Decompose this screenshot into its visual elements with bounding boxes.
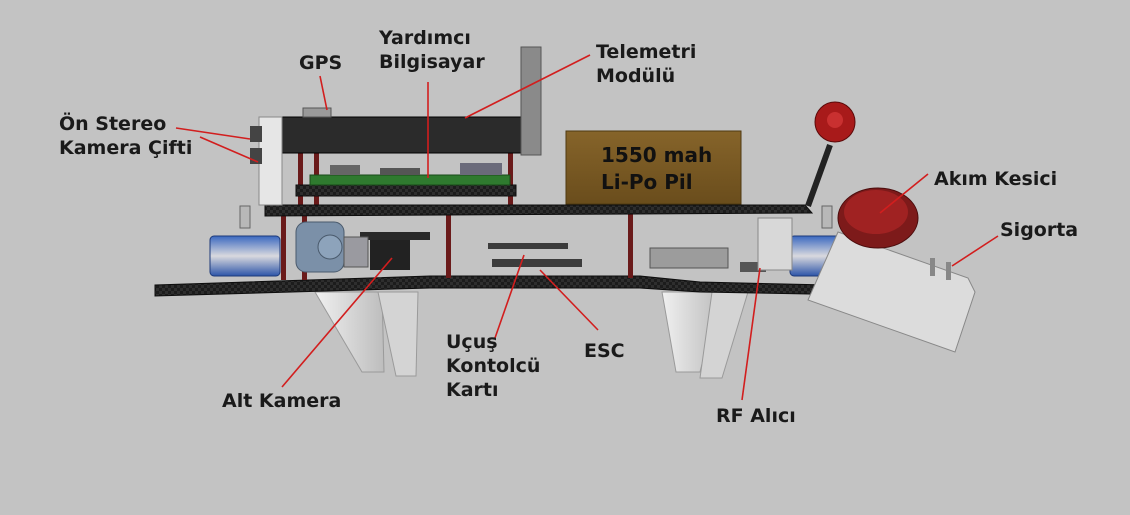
battery-capacity: 1550 mah (601, 143, 713, 167)
top-carbon-plate (264, 204, 814, 217)
gps-telemetry-housing (281, 116, 526, 154)
annotation-lines (175, 54, 999, 401)
power-module (807, 187, 976, 353)
label-rf-alici: RF Alıcı (716, 404, 796, 428)
stereo-camera-pair (250, 116, 283, 206)
label-gps: GPS (299, 51, 342, 75)
label-sigorta: Sigorta (1000, 218, 1078, 242)
mid-electronics (360, 232, 766, 272)
label-on-stereo-kamera: Ön Stereo Kamera Çifti (59, 112, 192, 160)
label-alt-kamera: Alt Kamera (222, 389, 341, 413)
stereo-line2: Kamera Çifti (59, 137, 193, 159)
esc-text: ESC (584, 340, 625, 362)
sigorta-text: Sigorta (1000, 219, 1079, 241)
companion-computer-board (309, 163, 511, 186)
ucus-line3: Kartı (446, 379, 499, 401)
landing-gear-right (661, 291, 749, 379)
video-antenna (805, 101, 856, 208)
label-esc: ESC (584, 339, 625, 363)
landing-gear-left (314, 291, 419, 377)
ucus-line1: Uçuş (446, 331, 498, 353)
telemetry-antenna (520, 46, 542, 156)
motor-left (209, 205, 281, 277)
rf-alici-text: RF Alıcı (716, 405, 796, 427)
battery-type: Li-Po Pil (601, 170, 693, 194)
akim-kesici-text: Akım Kesici (934, 168, 1058, 190)
telemetri-line2: Modülü (596, 65, 676, 87)
rf-receiver (757, 217, 793, 271)
label-akim-kesici: Akım Kesici (934, 167, 1057, 191)
mid-carbon-plate (295, 184, 517, 197)
yardimci-line1: Yardımcı (379, 27, 471, 49)
gimbal-camera (295, 221, 369, 273)
label-ucus-kontrolcu-karti: Uçuş Kontolcü Kartı (446, 330, 540, 402)
gps-text: GPS (299, 52, 343, 74)
battery-label: 1550 mah Li-Po Pil (601, 142, 712, 196)
battery-body (565, 130, 742, 205)
label-telemetri-modulu: Telemetri Modülü (596, 40, 696, 88)
yardimci-line2: Bilgisayar (379, 51, 485, 73)
alt-kamera-text: Alt Kamera (222, 390, 342, 412)
ucus-line2: Kontolcü (446, 355, 541, 377)
telemetri-line1: Telemetri (596, 41, 697, 63)
bottom-carbon-plate (154, 275, 916, 297)
gps-module (302, 107, 332, 118)
stereo-line1: Ön Stereo (59, 113, 167, 135)
label-yardimci-bilgisayar: Yardımcı Bilgisayar (379, 26, 485, 74)
